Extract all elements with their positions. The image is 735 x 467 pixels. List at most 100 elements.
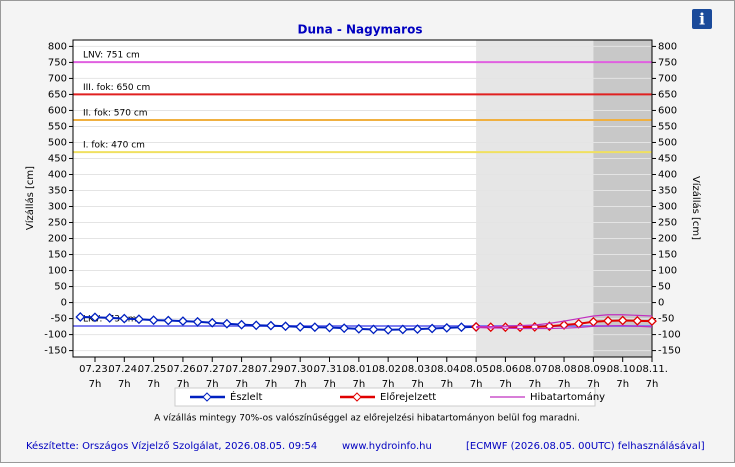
x-tick-label: 07.31. 7h: [314, 364, 346, 390]
x-tick-label: 08.04. 7h: [431, 364, 463, 390]
footer-credit: Készítette: Országos Vízjelző Szolgálat,…: [26, 440, 317, 452]
marker: [353, 323, 364, 334]
y2-tick-label: 300: [658, 202, 677, 213]
chart-title: Duna - Nagymaros: [298, 23, 423, 37]
x-tick-label: 08.11. 7h: [636, 364, 668, 390]
y-tick-label: 550: [48, 121, 67, 132]
marker: [339, 323, 350, 334]
y2-tick-label: 400: [658, 169, 677, 180]
marker: [559, 320, 569, 330]
plot-border: [72, 39, 653, 358]
x-tick-label: 07.24. 7h: [108, 364, 140, 390]
y2-tick-label: 550: [658, 121, 677, 132]
y2-tick-label: 800: [658, 41, 677, 52]
legend-label: Észlelt: [230, 390, 262, 403]
x-tick-label: 07.28. 7h: [226, 364, 258, 390]
marker: [368, 324, 379, 335]
y2-tick-label: 250: [658, 218, 677, 229]
threshold-label: LNV: 751 cm: [83, 51, 140, 61]
x-tick-label: 07.27. 7h: [196, 364, 228, 390]
y2-tick-label: 450: [658, 153, 677, 164]
marker: [647, 316, 657, 327]
marker: [397, 324, 408, 335]
y2-tick-label: -50: [658, 314, 674, 325]
x-tick-label: 08.07. 7h: [519, 364, 551, 390]
x-tick-label: 08.08. 7h: [548, 364, 580, 390]
note: A vízállás mintegy 70%-os valószínűségge…: [154, 413, 580, 424]
threshold-label: I. fok: 470 cm: [83, 141, 145, 151]
marker: [427, 323, 438, 334]
marker: [192, 316, 203, 327]
y-tick-label: 0: [61, 298, 67, 309]
marker: [148, 315, 159, 326]
marker: [485, 322, 496, 333]
y2-tick-label: 100: [658, 266, 677, 277]
marker: [90, 312, 100, 323]
y2-tick-label: -100: [658, 330, 681, 341]
info-button[interactable]: i: [692, 9, 712, 29]
marker: [383, 324, 394, 335]
x-tick-label: 07.26. 7h: [167, 364, 199, 390]
y-tick-label: -100: [44, 330, 67, 341]
x-tick-label: 08.10. 7h: [607, 364, 639, 390]
y-tick-label: -150: [44, 346, 67, 357]
x-tick-label: 08.05. 7h: [460, 364, 492, 390]
y-tick-label: 200: [48, 234, 67, 245]
y2-tick-label: 650: [658, 89, 677, 100]
marker: [309, 322, 320, 333]
marker: [324, 322, 335, 333]
y-tick-label: 450: [48, 153, 67, 164]
info-icon[interactable]: i: [699, 10, 705, 29]
forecast-shade: [593, 40, 652, 357]
y2-tick-label: 600: [658, 105, 677, 116]
y2-axis-label: Vízállás [cm]: [690, 176, 702, 240]
error-band-upper: [476, 314, 653, 328]
y-tick-label: 500: [48, 137, 67, 148]
x-tick-label: 07.29. 7h: [255, 364, 287, 390]
y2-tick-label: -150: [658, 346, 681, 357]
y-tick-label: 650: [48, 89, 67, 100]
x-tick-label: 08.01. 7h: [343, 364, 375, 390]
marker: [207, 317, 218, 328]
marker: [471, 321, 482, 332]
marker: [236, 319, 247, 330]
y2-tick-label: 500: [658, 137, 677, 148]
forecast-shade: [476, 40, 594, 357]
y2-tick-label: 200: [658, 234, 677, 245]
info-icon-bg[interactable]: [692, 9, 712, 29]
marker: [412, 324, 423, 335]
x-tick-label: 08.02. 7h: [372, 364, 404, 390]
error-band-lower: [476, 325, 653, 330]
marker: [632, 315, 643, 326]
legend-marker: [202, 392, 212, 402]
marker: [221, 318, 232, 329]
marker: [163, 315, 174, 326]
marker: [265, 320, 276, 331]
y2-tick-label: 0: [658, 298, 664, 309]
legend-box: [174, 387, 596, 407]
y2-tick-label: 350: [658, 185, 677, 196]
footer-link[interactable]: www.hydroinfo.hu: [342, 441, 432, 452]
y-tick-label: 100: [48, 266, 67, 277]
marker: [280, 321, 291, 332]
x-tick-label: 07.25. 7h: [138, 364, 170, 390]
x-tick-label: 08.06. 7h: [490, 364, 522, 390]
legend-label: Előrejelzett: [380, 391, 436, 403]
y-tick-label: 50: [54, 282, 67, 293]
x-tick-label: 07.30. 7h: [284, 364, 316, 390]
marker: [456, 322, 467, 333]
threshold-label: II. fok: 570 cm: [83, 109, 148, 119]
marker: [119, 313, 130, 324]
y-tick-label: 250: [48, 218, 67, 229]
y-axis-label: Vízállás [cm]: [24, 166, 36, 230]
y-tick-label: 700: [48, 73, 67, 84]
y-tick-label: 800: [48, 41, 67, 52]
y-tick-label: -50: [51, 314, 67, 325]
legend-marker: [352, 392, 362, 402]
marker: [295, 321, 306, 332]
y-tick-label: 150: [48, 250, 67, 261]
y-tick-label: 750: [48, 57, 67, 68]
threshold-label: III. fok: 650 cm: [83, 83, 150, 93]
x-tick-label: 08.03. 7h: [402, 364, 434, 390]
